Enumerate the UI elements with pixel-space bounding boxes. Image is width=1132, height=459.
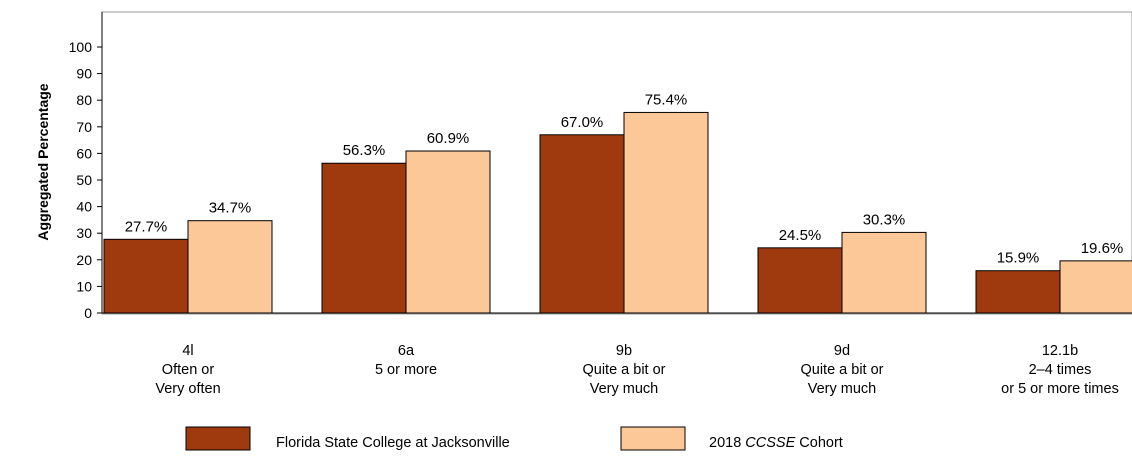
bar-value-label: 30.3% xyxy=(863,211,906,228)
bar-value-label: 67.0% xyxy=(561,114,604,131)
x-category-label: 5 or more xyxy=(375,362,437,378)
x-axis-labels: 4l Often or Very often 6a 5 or more 9b Quite a… xyxy=(155,343,1118,397)
y-tick-label: 100 xyxy=(69,39,93,55)
x-category-label: 12.1b xyxy=(1042,343,1078,359)
y-tick-label: 0 xyxy=(84,305,92,321)
bar-value-label: 19.6% xyxy=(1081,240,1124,257)
y-tick-label: 50 xyxy=(76,172,92,188)
bar-12.1b-series-1 xyxy=(975,270,1061,314)
legend-label-suffix: Cohort xyxy=(795,435,843,451)
y-tick-label: 20 xyxy=(76,252,92,268)
bar-value-label: 56.3% xyxy=(343,142,386,159)
bar-value-label: 34.7% xyxy=(209,200,252,217)
bar-value-label: 15.9% xyxy=(997,250,1040,267)
legend: Florida State College at Jacksonville 201… xyxy=(185,426,843,451)
x-category-label: 4l xyxy=(182,343,193,359)
bar-12.1b-series-2 xyxy=(1059,260,1132,314)
bars xyxy=(103,111,1132,314)
y-axis-title: Aggregated Percentage xyxy=(35,83,51,240)
x-category-label: 6a xyxy=(398,343,415,359)
bar-9d-series-2 xyxy=(841,231,927,314)
y-tick-label: 80 xyxy=(76,92,92,108)
y-tick-label: 40 xyxy=(76,199,92,215)
bar-value-label: 27.7% xyxy=(125,218,168,235)
y-tick-label: 10 xyxy=(76,278,92,294)
bar-9d-series-1 xyxy=(757,247,843,314)
x-category-label: Quite a bit or xyxy=(800,362,883,378)
x-category-label: Very much xyxy=(808,381,877,397)
x-category-label: Quite a bit or xyxy=(582,362,665,378)
legend-swatch-series-1 xyxy=(185,426,251,451)
x-category-label: 9d xyxy=(834,343,850,359)
y-tick-label: 30 xyxy=(76,225,92,241)
x-category-label: or 5 or more times xyxy=(1001,381,1119,397)
bar-value-label: 75.4% xyxy=(645,91,688,108)
y-tick-label: 60 xyxy=(76,145,92,161)
x-category-label: Very much xyxy=(590,381,659,397)
legend-swatch-series-2 xyxy=(620,426,686,451)
x-category-label: 2–4 times xyxy=(1029,362,1092,378)
bar-value-label: 24.5% xyxy=(779,227,822,244)
y-tick-label: 70 xyxy=(76,119,92,135)
bar-6a-series-2 xyxy=(405,150,491,314)
y-tick-label: 90 xyxy=(76,66,92,82)
value-labels: 27.7% 56.3% 67.0% 24.5% 15.9% 34.7% 60.9% 75.4%… xyxy=(125,91,1124,266)
bar-value-label: 60.9% xyxy=(427,130,470,147)
legend-label-italic: CCSSE xyxy=(745,435,795,451)
x-category-label: Very often xyxy=(155,381,220,397)
bar-9b-series-2 xyxy=(623,111,709,314)
legend-label-series-2: 2018 CCSSE Cohort xyxy=(709,435,843,451)
legend-label-series-1: Florida State College at Jacksonville xyxy=(276,435,510,451)
x-category-label: Often or xyxy=(162,362,215,378)
y-axis-ticks: 0 10 20 30 40 50 60 70 80 90 100 xyxy=(69,39,102,321)
bar-4l-series-1 xyxy=(103,238,189,314)
bar-4l-series-2 xyxy=(187,220,273,314)
bar-6a-series-1 xyxy=(321,162,407,314)
bar-9b-series-1 xyxy=(539,134,625,314)
legend-label-prefix: 2018 xyxy=(709,435,745,451)
x-category-label: 9b xyxy=(616,343,632,359)
